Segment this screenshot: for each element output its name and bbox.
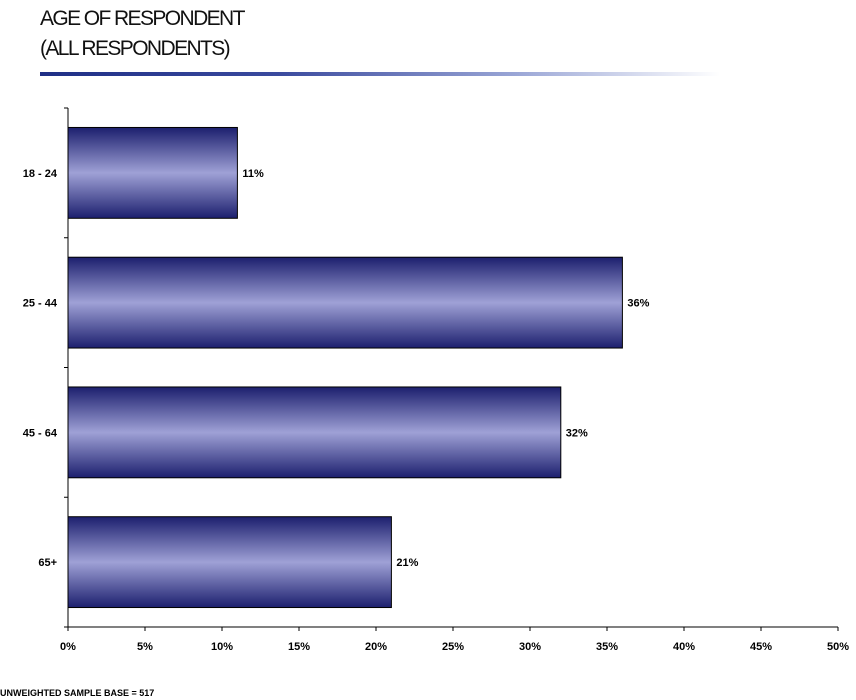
x-tick-label: 35% — [596, 641, 618, 653]
bar-value-label: 11% — [242, 168, 264, 180]
x-tick-label: 50% — [827, 641, 849, 653]
axes-group: 18 - 24 25 - 44 45 - 64 65+ 0% 5% 10% 15% 20% 25%… — [23, 107, 849, 653]
bar-value-label: 36% — [627, 298, 649, 310]
chart-title-line-1: AGE OF RESPONDENT — [40, 7, 245, 30]
sample-base-note: UNWEIGHTED SAMPLE BASE = 517 — [0, 688, 155, 698]
bar-65 — [67, 516, 392, 609]
x-tick-label: 25% — [442, 641, 464, 653]
category-label: 25 - 44 — [23, 298, 58, 310]
x-tick-label: 45% — [750, 641, 772, 653]
category-label: 45 - 64 — [23, 427, 58, 439]
bar-45-64 — [67, 386, 562, 479]
bar-value-label: 21% — [396, 557, 418, 569]
x-tick-label: 10% — [211, 641, 233, 653]
chart-title-line-2: (ALL RESPONDENTS) — [40, 37, 231, 60]
x-tick-label: 30% — [519, 641, 541, 653]
title-underline — [40, 72, 720, 76]
x-tick-label: 0% — [60, 641, 76, 653]
x-tick-label: 40% — [673, 641, 695, 653]
bar-value-label: 32% — [566, 427, 588, 439]
x-tick-label: 5% — [137, 641, 153, 653]
x-tick-label: 20% — [365, 641, 387, 653]
x-tick-label: 15% — [288, 641, 310, 653]
bars-group: 11% 36% 32% 21% — [67, 126, 650, 609]
bar-25-44 — [67, 256, 623, 349]
category-label: 18 - 24 — [23, 168, 58, 180]
bar-18-24 — [67, 126, 238, 219]
category-label: 65+ — [38, 557, 57, 569]
